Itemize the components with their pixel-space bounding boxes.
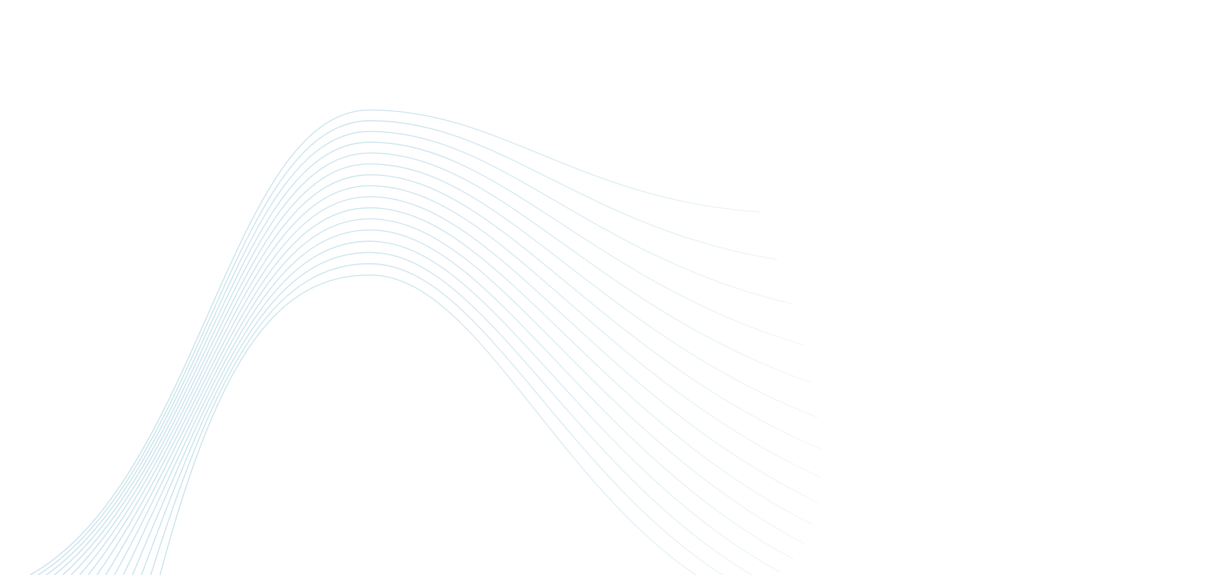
wave-line: [96, 196, 819, 575]
wave-line: [122, 229, 794, 575]
wave-line: [105, 207, 814, 575]
wave-line: [62, 152, 813, 575]
wave-line: [140, 251, 754, 575]
wave-line: [131, 240, 780, 575]
wave-line: [53, 141, 804, 575]
wave-line: [45, 130, 792, 575]
wave-line: [87, 185, 822, 575]
wave-line: [37, 120, 778, 575]
wave-line: [159, 274, 698, 575]
wave-line: [150, 263, 724, 575]
wave-lines: [29, 109, 822, 575]
wave-line: [70, 163, 819, 575]
wave-line: [29, 109, 761, 575]
wave-line: [79, 174, 822, 575]
wave-line: [113, 218, 805, 575]
